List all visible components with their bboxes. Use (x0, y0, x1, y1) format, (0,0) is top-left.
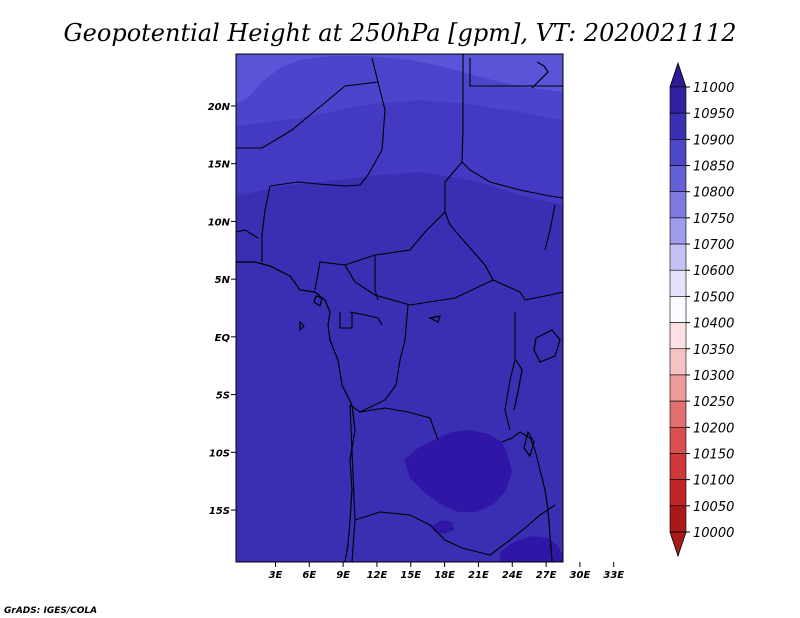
map-frame (235, 53, 564, 563)
colorbar-label: 10700 (693, 238, 734, 253)
colorbar-label: 10900 (693, 133, 734, 148)
colorbar-segment (669, 322, 687, 350)
contour-region-10950-south (500, 536, 563, 562)
colorbar-min-arrow (669, 531, 687, 558)
contour-region-10950-small (432, 520, 454, 534)
lat-tick-label: EQ (215, 333, 231, 344)
colorbar-label: 10300 (693, 369, 734, 384)
colorbar-label: 10350 (693, 343, 734, 358)
colorbar-segment (669, 400, 687, 428)
lon-tick-label: 3E (269, 570, 283, 581)
colorbar-segment (669, 426, 687, 454)
colorbar-label: 10750 (693, 212, 734, 227)
lon-tick-label: 9E (336, 570, 350, 581)
lat-tick-label: 5S (216, 391, 230, 402)
lon-tick-label: 15E (400, 570, 421, 581)
colorbar-label: 10150 (693, 447, 734, 462)
lon-tick-label: 27E (536, 570, 557, 581)
colorbar-segment (669, 112, 687, 140)
lat-tick-label: 15N (208, 160, 231, 171)
colorbar-max-arrow (669, 61, 687, 88)
colorbar: 11000 10950 10900 10850 10800 10750 10700 10600… (669, 61, 734, 558)
colorbar-label: 10500 (693, 290, 734, 305)
lat-tick-label: 20N (208, 102, 231, 113)
colorbar-label: 11000 (693, 81, 734, 96)
lat-tick-label: 5N (215, 275, 231, 286)
map-panel: 20N 15N 10N 5N EQ 5S 10S 15S 3E 6E 9E 12E 15E 18E 21E… (208, 53, 624, 581)
colorbar-segment (669, 217, 687, 245)
colorbar-segment (669, 348, 687, 376)
lat-tick-label: 10N (208, 217, 231, 228)
contour-region-10800-northeast (455, 54, 563, 80)
lon-tick-label: 12E (367, 570, 388, 581)
colorbar-segment (669, 269, 687, 297)
contour-region-10800 (236, 54, 563, 104)
colorbar-segment (669, 243, 687, 271)
colorbar-segment (669, 296, 687, 323)
colorbar-segment (669, 86, 687, 114)
lon-tick-label: 18E (434, 570, 455, 581)
colorbar-segment (669, 505, 687, 533)
lon-tick-label: 33E (603, 570, 624, 581)
lon-tick-label: 6E (302, 570, 316, 581)
coastlines (236, 61, 561, 562)
colorbar-label: 10250 (693, 395, 734, 410)
colorbar-segment (669, 374, 687, 402)
latitude-axis: 20N 15N 10N 5N EQ 5S 10S 15S (208, 102, 236, 517)
colorbar-label: 10100 (693, 474, 734, 489)
colorbar-segment (669, 165, 687, 193)
colorbar-label: 10200 (693, 421, 734, 436)
contour-region-10950-central (404, 430, 512, 512)
figure-title: Geopotential Height at 250hPa [gpm], VT:… (64, 19, 737, 47)
colorbar-label: 10050 (693, 500, 734, 515)
grads-credit: GrADS: IGES/COLA (4, 606, 97, 616)
lat-tick-label: 15S (209, 506, 230, 517)
colorbar-segment (669, 453, 687, 480)
country-boundaries (236, 54, 563, 562)
longitude-axis: 3E 6E 9E 12E 15E 18E 21E 24E 27E 30E 33E (269, 562, 624, 581)
colorbar-label: 10000 (693, 526, 734, 541)
colorbar-label: 10400 (693, 317, 734, 332)
lon-tick-label: 30E (570, 570, 591, 581)
colorbar-segment (669, 191, 687, 219)
lon-tick-label: 24E (502, 570, 523, 581)
colorbar-label: 10600 (693, 264, 734, 279)
colorbar-label: 10850 (693, 160, 734, 175)
lat-tick-label: 10S (209, 448, 230, 459)
colorbar-label: 10800 (693, 186, 734, 201)
colorbar-segment (669, 479, 687, 507)
colorbar-label: 10950 (693, 107, 734, 122)
colorbar-segment (669, 139, 687, 166)
lon-tick-label: 21E (468, 570, 489, 581)
